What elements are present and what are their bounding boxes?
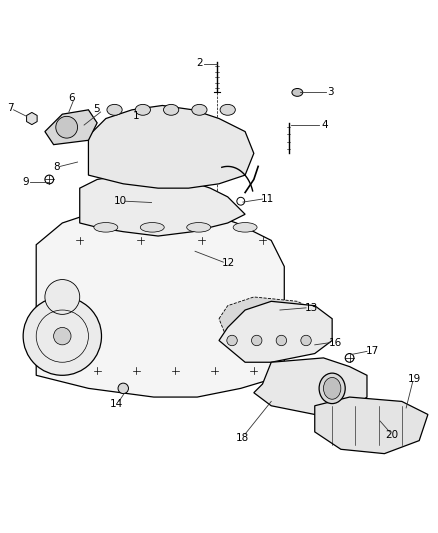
Text: 18: 18 — [237, 433, 250, 442]
Polygon shape — [45, 110, 97, 144]
Ellipse shape — [323, 377, 341, 399]
Polygon shape — [80, 175, 245, 236]
Text: 12: 12 — [222, 259, 235, 269]
Ellipse shape — [107, 104, 122, 115]
Text: 19: 19 — [407, 374, 420, 384]
Ellipse shape — [319, 373, 345, 403]
Text: 2: 2 — [196, 58, 203, 68]
Ellipse shape — [192, 104, 207, 115]
Ellipse shape — [140, 223, 164, 232]
Circle shape — [45, 279, 80, 314]
Text: 13: 13 — [305, 303, 318, 313]
Text: 7: 7 — [7, 103, 14, 112]
Text: 6: 6 — [69, 93, 75, 103]
Text: 4: 4 — [321, 120, 328, 130]
Polygon shape — [40, 248, 49, 259]
Text: 16: 16 — [328, 338, 342, 348]
Ellipse shape — [187, 223, 211, 232]
Circle shape — [118, 383, 128, 393]
Ellipse shape — [233, 223, 257, 232]
Text: 3: 3 — [327, 87, 333, 98]
Text: 8: 8 — [53, 162, 60, 172]
Polygon shape — [219, 301, 332, 362]
Circle shape — [227, 335, 237, 346]
Ellipse shape — [135, 104, 150, 115]
Text: 11: 11 — [261, 194, 274, 204]
Circle shape — [53, 327, 71, 345]
Circle shape — [251, 335, 262, 346]
Text: 5: 5 — [93, 104, 99, 114]
Ellipse shape — [220, 104, 235, 115]
Text: 17: 17 — [366, 346, 379, 356]
Text: 10: 10 — [114, 196, 127, 206]
Polygon shape — [315, 397, 428, 454]
Text: 1: 1 — [133, 111, 140, 122]
Text: 9: 9 — [22, 176, 28, 187]
Polygon shape — [88, 106, 254, 188]
Circle shape — [23, 297, 102, 375]
Ellipse shape — [163, 104, 179, 115]
Ellipse shape — [94, 223, 118, 232]
Polygon shape — [36, 206, 284, 397]
Polygon shape — [219, 297, 315, 345]
Polygon shape — [254, 358, 367, 415]
Circle shape — [56, 116, 78, 138]
Text: 14: 14 — [110, 399, 124, 409]
Circle shape — [301, 335, 311, 346]
Circle shape — [276, 335, 286, 346]
Ellipse shape — [292, 88, 303, 96]
Text: 20: 20 — [385, 430, 399, 440]
Polygon shape — [27, 112, 37, 125]
